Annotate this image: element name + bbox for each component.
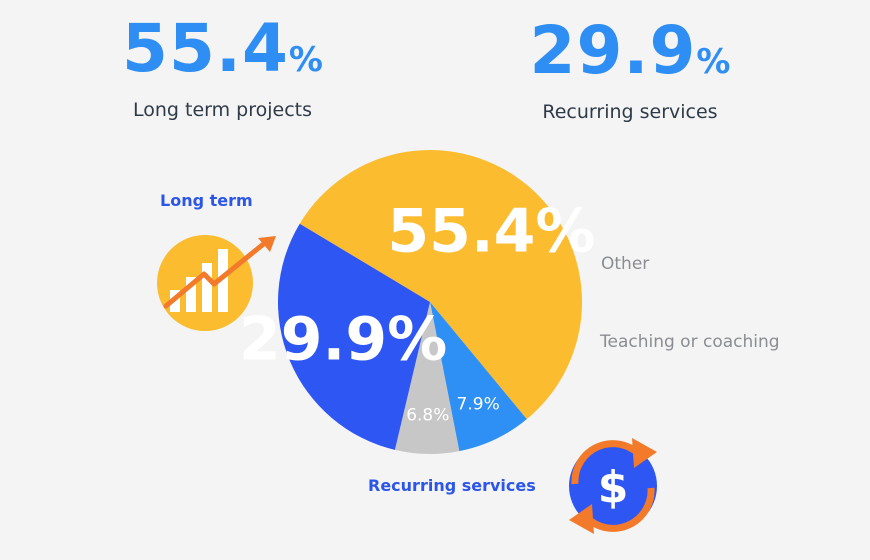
pie-slice-long-term-projects bbox=[299, 150, 582, 420]
stat-long-term: 55.4% Long term projects bbox=[110, 14, 335, 122]
stat-recurring-unit: % bbox=[696, 42, 731, 82]
pie-label-recurring-services: 29.9% bbox=[239, 305, 447, 375]
stat-long-term-value: 55.4% bbox=[110, 14, 335, 95]
pie-slice-teaching-or-coaching bbox=[394, 302, 460, 454]
pie-slice-other bbox=[430, 302, 527, 452]
growth-chart-icon bbox=[157, 235, 276, 331]
stat-recurring: 29.9% Recurring services bbox=[520, 16, 740, 124]
stat-long-term-label: Long term projects bbox=[132, 99, 313, 121]
pie-slice-labels: 55.4% 7.9% 6.8% 29.9% bbox=[239, 197, 595, 426]
pie-label-long-term-projects: 55.4% bbox=[387, 197, 595, 267]
pie-slice-recurring-services bbox=[278, 223, 430, 450]
callout-recurring: Recurring services bbox=[368, 476, 536, 495]
pie-label-other: 7.9% bbox=[457, 395, 500, 415]
callout-long-term: Long term bbox=[160, 191, 253, 210]
pie-slices bbox=[278, 150, 582, 454]
dollar-cycle-icon: $ bbox=[569, 438, 657, 534]
stat-recurring-number: 29.9 bbox=[529, 12, 697, 89]
stat-recurring-label: Recurring services bbox=[542, 101, 718, 123]
stat-long-term-unit: % bbox=[288, 40, 323, 80]
stat-long-term-number: 55.4 bbox=[122, 10, 289, 87]
pie-label-teaching-or-coaching: 6.8% bbox=[406, 405, 449, 425]
svg-text:$: $ bbox=[598, 462, 629, 513]
label-other: Other bbox=[601, 254, 650, 274]
label-teaching: Teaching or coaching bbox=[600, 332, 780, 352]
stat-recurring-value: 29.9% bbox=[520, 16, 740, 97]
